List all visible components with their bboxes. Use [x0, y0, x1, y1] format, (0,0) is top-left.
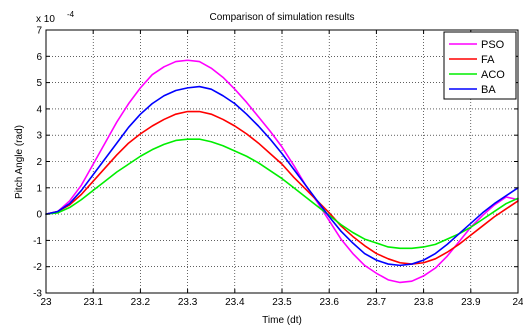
series-line-aco: [45, 138, 519, 250]
legend-label-aco: ACO: [481, 69, 505, 81]
legend: PSO FA ACO BA: [443, 31, 517, 100]
legend-label-fa: FA: [481, 54, 495, 66]
y-tick-label: 3: [36, 131, 42, 142]
x-tick-label: 23.1: [83, 297, 103, 308]
series-line-ba: [45, 85, 519, 267]
legend-label-ba: BA: [481, 84, 496, 96]
y-tick-label: 0: [36, 210, 42, 221]
x-axis-label: Time (dt): [262, 315, 302, 326]
y-axis-label: Pitch Angle (rad): [14, 125, 25, 199]
y-tick-label: 1: [36, 183, 42, 194]
y-tick-label: -1: [33, 236, 42, 247]
y-tick-label: 2: [36, 157, 42, 168]
x-tick-label: 24: [512, 297, 523, 308]
x-tick-label: 23: [40, 297, 52, 308]
series-line-fa: [45, 110, 519, 265]
legend-box: [443, 31, 517, 100]
series-lines: [45, 59, 519, 284]
y-tick-labels: -3 -2 -1 0 1 2 3 4 5 6 7: [33, 26, 42, 300]
y-tick-label: 5: [36, 78, 42, 89]
x-tick-label: 23.3: [178, 297, 198, 308]
legend-label-pso: PSO: [481, 39, 505, 51]
x-tick-label: 23.8: [414, 297, 434, 308]
chart-title: Comparison of simulation results: [209, 12, 354, 23]
x-tick-label: 23.7: [367, 297, 387, 308]
series-line-pso: [45, 59, 519, 284]
y-tick-label: 6: [36, 52, 42, 63]
x-tick-labels: 23 23.1 23.2 23.3 23.4 23.5 23.6 23.7 23.8 23.9 24: [40, 297, 523, 308]
x-tick-label: 23.4: [225, 297, 245, 308]
y-tick-label: 4: [36, 104, 42, 115]
x-tick-label: 23.6: [319, 297, 339, 308]
y-exponent-power: -4: [67, 10, 75, 19]
y-tick-label: 7: [36, 26, 42, 37]
x-tick-label: 23.2: [131, 297, 151, 308]
y-tick-label: -2: [33, 262, 42, 273]
x-tick-label: 23.9: [461, 297, 481, 308]
y-exponent-label: x 10: [36, 14, 55, 25]
x-tick-label: 23.5: [272, 297, 292, 308]
y-tick-label: -3: [33, 289, 42, 300]
